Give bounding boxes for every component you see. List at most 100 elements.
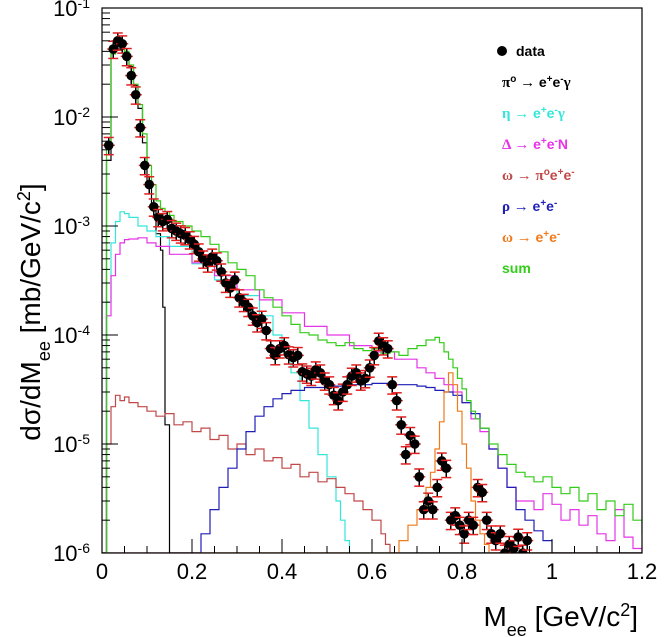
data-marker	[292, 350, 303, 361]
y-tick-label: 10-3	[53, 213, 90, 239]
x-tick-label: 0.6	[357, 559, 388, 584]
legend-label: sum	[502, 260, 531, 276]
data-point	[102, 136, 115, 156]
data-point	[134, 118, 147, 138]
data-marker	[432, 482, 443, 493]
data-marker	[103, 140, 114, 151]
data-marker	[229, 275, 240, 285]
data-point	[440, 459, 453, 479]
data-point	[143, 175, 156, 195]
series-group	[102, 32, 642, 553]
data-point	[395, 416, 408, 435]
data-marker	[495, 529, 506, 539]
data-point	[386, 376, 399, 395]
legend: data πo → e+e-γ η → e+e-γ Δ → e+e-N ω → πoe+…	[497, 43, 575, 276]
data-marker	[418, 504, 429, 515]
x-tick-label: 1.2	[627, 559, 658, 584]
data-point	[138, 156, 151, 176]
data-marker	[382, 343, 393, 354]
data-marker	[441, 463, 452, 473]
data-marker	[247, 311, 258, 321]
x-axis-title: Mee [GeV/c2]	[483, 600, 638, 637]
data-marker	[450, 510, 461, 521]
data-point	[413, 468, 426, 487]
data-marker	[468, 520, 479, 530]
series-line-omega-pi0-e-e-	[102, 394, 642, 553]
data-marker	[342, 379, 353, 390]
y-tick-label: 10-4	[53, 322, 90, 348]
data-point	[381, 340, 394, 359]
legend-entry: data	[497, 43, 545, 59]
legend-label: ρ → e+e-	[502, 198, 557, 216]
series-line-delta-e-e-n	[102, 237, 642, 553]
data-marker	[135, 122, 146, 133]
data-point	[341, 376, 354, 395]
data-point	[480, 511, 493, 531]
axes: 0 0.2 0.4 0.6 0.8 1 1.2 10-6 10-5 10-4 10-3 10-2 10-…	[53, 0, 657, 584]
data-marker	[454, 520, 465, 530]
data-points	[102, 32, 534, 553]
legend-entry: sum	[502, 260, 531, 276]
legend-entry: ρ → e+e-	[502, 198, 557, 216]
legend-marker	[497, 46, 507, 56]
data-marker	[265, 343, 276, 354]
data-marker	[481, 515, 492, 525]
data-marker	[513, 532, 524, 542]
plot-area	[102, 32, 642, 553]
data-point	[485, 525, 498, 544]
data-marker	[459, 529, 470, 539]
data-marker	[130, 89, 141, 100]
data-point	[512, 528, 525, 548]
data-point	[521, 531, 534, 551]
data-point	[129, 86, 142, 105]
x-tick-label: 0.4	[267, 559, 298, 584]
data-marker	[396, 420, 407, 430]
data-point	[390, 392, 403, 411]
data-marker	[360, 373, 371, 384]
data-point	[291, 346, 304, 366]
legend-entry: η → e+e-γ	[502, 105, 565, 123]
y-tick-label: 10-5	[53, 431, 90, 457]
data-marker	[486, 529, 497, 539]
data-marker	[216, 267, 227, 277]
data-marker	[162, 214, 173, 225]
x-tick-label: 1	[546, 559, 558, 584]
legend-entry: Δ → e+e-N	[502, 136, 568, 154]
data-marker	[427, 504, 438, 515]
data-marker	[261, 325, 272, 336]
legend-entry: ω → πoe+e-	[502, 167, 575, 185]
data-marker	[400, 449, 411, 460]
legend-label: πo → e+e-γ	[502, 74, 571, 92]
data-point	[476, 483, 489, 503]
y-tick-label: 10-6	[53, 540, 90, 566]
y-tick-label: 10-2	[53, 104, 90, 130]
data-marker	[508, 543, 519, 553]
legend-label: Δ → e+e-N	[502, 136, 568, 154]
data-point	[467, 516, 480, 536]
data-marker	[369, 350, 380, 361]
legend-label: ω → πoe+e-	[502, 167, 575, 185]
data-marker	[139, 160, 150, 171]
series-line-sum	[102, 42, 642, 553]
data-marker	[193, 246, 204, 257]
data-point	[260, 321, 273, 341]
data-marker	[225, 283, 236, 293]
data-marker	[391, 395, 402, 406]
data-marker	[409, 439, 420, 449]
data-marker	[522, 535, 533, 546]
data-marker	[414, 472, 425, 482]
data-point	[494, 525, 507, 544]
data-point	[399, 445, 412, 465]
data-marker	[121, 51, 132, 62]
series-line-omega-e-e-	[102, 372, 642, 553]
data-marker	[117, 38, 128, 49]
legend-label: data	[516, 43, 545, 59]
data-marker	[256, 314, 267, 324]
data-marker	[477, 487, 488, 498]
data-marker	[333, 395, 344, 406]
y-axis-title: dσ/dMee [mb/GeV/c2]	[14, 183, 54, 440]
legend-label: ω → e+e-	[502, 229, 560, 247]
data-marker	[387, 379, 398, 390]
data-point	[426, 501, 439, 520]
